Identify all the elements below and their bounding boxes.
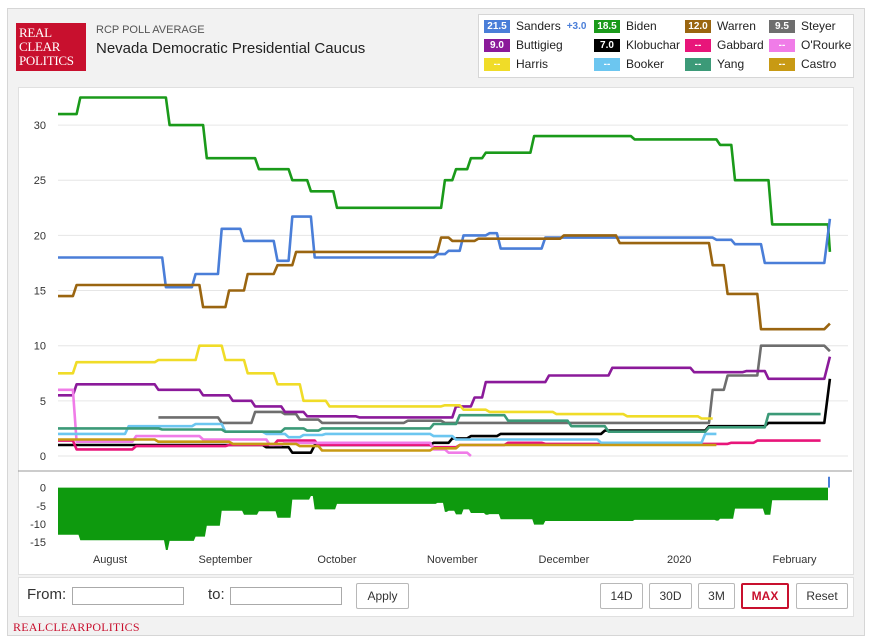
range-14d-button[interactable]: 14D: [600, 583, 643, 609]
x-tick-label: December: [539, 554, 590, 566]
footer-brand[interactable]: REALCLEARPOLITICS: [13, 620, 140, 634]
series-line-biden[interactable]: [58, 96, 832, 252]
spread-y-tick-label: -15: [30, 537, 46, 549]
legend-item-sanders[interactable]: 21.5 Sanders +3.0: [484, 19, 586, 33]
legend-item-klobuchar[interactable]: 7.0 Klobuchar: [594, 38, 680, 52]
spread-y-tick-label: 0: [40, 483, 46, 495]
series-line-sanders[interactable]: [58, 215, 832, 289]
spread-area-biden-lead: [58, 487, 828, 550]
series-line-yang[interactable]: [58, 412, 821, 433]
x-tick-label: October: [317, 554, 356, 566]
spread-y-tick-label: -10: [30, 519, 46, 531]
line-chart[interactable]: 0 5 10 15 20 25 30 0 -5 -10 -15 August September Oc…: [18, 87, 852, 573]
y-tick-label: 0: [40, 451, 46, 463]
x-tick-label: February: [773, 554, 818, 566]
y-tick-label: 30: [34, 120, 46, 132]
legend-item-gabbard[interactable]: -- Gabbard: [685, 38, 764, 52]
reset-button[interactable]: Reset: [796, 583, 848, 609]
to-label: to:: [208, 586, 225, 603]
legend: 21.5 Sanders +3.0 18.5 Biden 12.0 Warren 9.5…: [478, 14, 854, 78]
range-max-button[interactable]: MAX: [741, 583, 789, 609]
series-line-steyer[interactable]: [158, 344, 831, 425]
x-tick-label: August: [93, 554, 127, 566]
from-label: From:: [27, 586, 67, 603]
y-tick-label: 15: [34, 286, 46, 298]
y-tick-label: 5: [40, 396, 46, 408]
legend-item-castro[interactable]: -- Castro: [769, 57, 836, 71]
spread-area-sanders-lead: [828, 476, 830, 488]
series-line-buttigieg[interactable]: [58, 356, 832, 419]
legend-item-orourke[interactable]: -- O'Rourke: [769, 38, 851, 52]
from-date-input[interactable]: [72, 587, 184, 605]
y-tick-label: 10: [34, 341, 46, 353]
range-30d-button[interactable]: 30D: [649, 583, 692, 609]
legend-item-buttigieg[interactable]: 9.0 Buttigieg: [484, 38, 563, 52]
legend-item-biden[interactable]: 18.5 Biden: [594, 19, 657, 33]
chart-title: Nevada Democratic Presidential Caucus: [96, 40, 366, 57]
y-tick-label: 25: [34, 175, 46, 187]
x-tick-label: November: [427, 554, 478, 566]
range-3m-button[interactable]: 3M: [698, 583, 735, 609]
x-tick-label: September: [198, 554, 252, 566]
legend-item-harris[interactable]: -- Harris: [484, 57, 548, 71]
to-date-input[interactable]: [230, 587, 342, 605]
legend-item-steyer[interactable]: 9.5 Steyer: [769, 19, 836, 33]
spread-y-tick-label: -5: [36, 501, 46, 513]
y-tick-label: 20: [34, 230, 46, 242]
series-line-castro[interactable]: [58, 438, 717, 452]
series-line-booker[interactable]: [58, 422, 717, 445]
legend-item-warren[interactable]: 12.0 Warren: [685, 19, 756, 33]
rcp-logo[interactable]: REAL CLEAR POLITICS: [16, 23, 86, 71]
series-line-warren[interactable]: [58, 234, 831, 331]
legend-item-yang[interactable]: -- Yang: [685, 57, 744, 71]
series-line-harris[interactable]: [58, 344, 713, 420]
legend-item-booker[interactable]: -- Booker: [594, 57, 664, 71]
apply-button[interactable]: Apply: [356, 583, 409, 609]
chart-subtitle: RCP POLL AVERAGE: [96, 24, 205, 36]
x-tick-label: 2020: [667, 554, 691, 566]
